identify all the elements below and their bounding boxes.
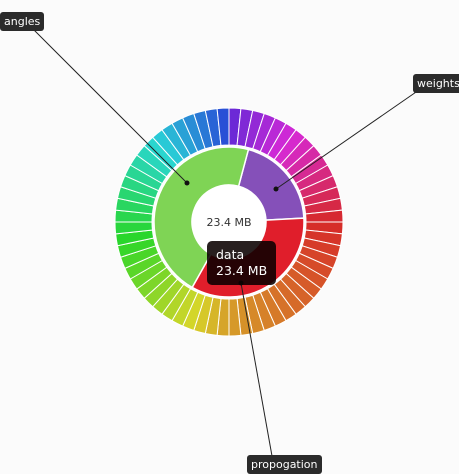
callout-weights[interactable]: weights (413, 74, 459, 93)
leader-line-weights (275, 89, 420, 190)
center-hole (192, 185, 266, 259)
callout-angles[interactable]: angles (0, 12, 45, 31)
outer-ring (114, 107, 344, 337)
leader-dot-angles (184, 180, 190, 186)
tooltip: data 23.4 MB (207, 241, 277, 285)
tooltip-value: 23.4 MB (216, 263, 268, 278)
outer-segment[interactable] (216, 107, 230, 146)
leader-line-propogation (240, 282, 273, 457)
callout-propogation[interactable]: propogation (247, 455, 322, 474)
leader-dot-weights (273, 186, 279, 192)
tooltip-name: data (216, 247, 245, 262)
leader-line-angles (30, 26, 188, 184)
center-label: 23.4 MB (206, 216, 251, 229)
